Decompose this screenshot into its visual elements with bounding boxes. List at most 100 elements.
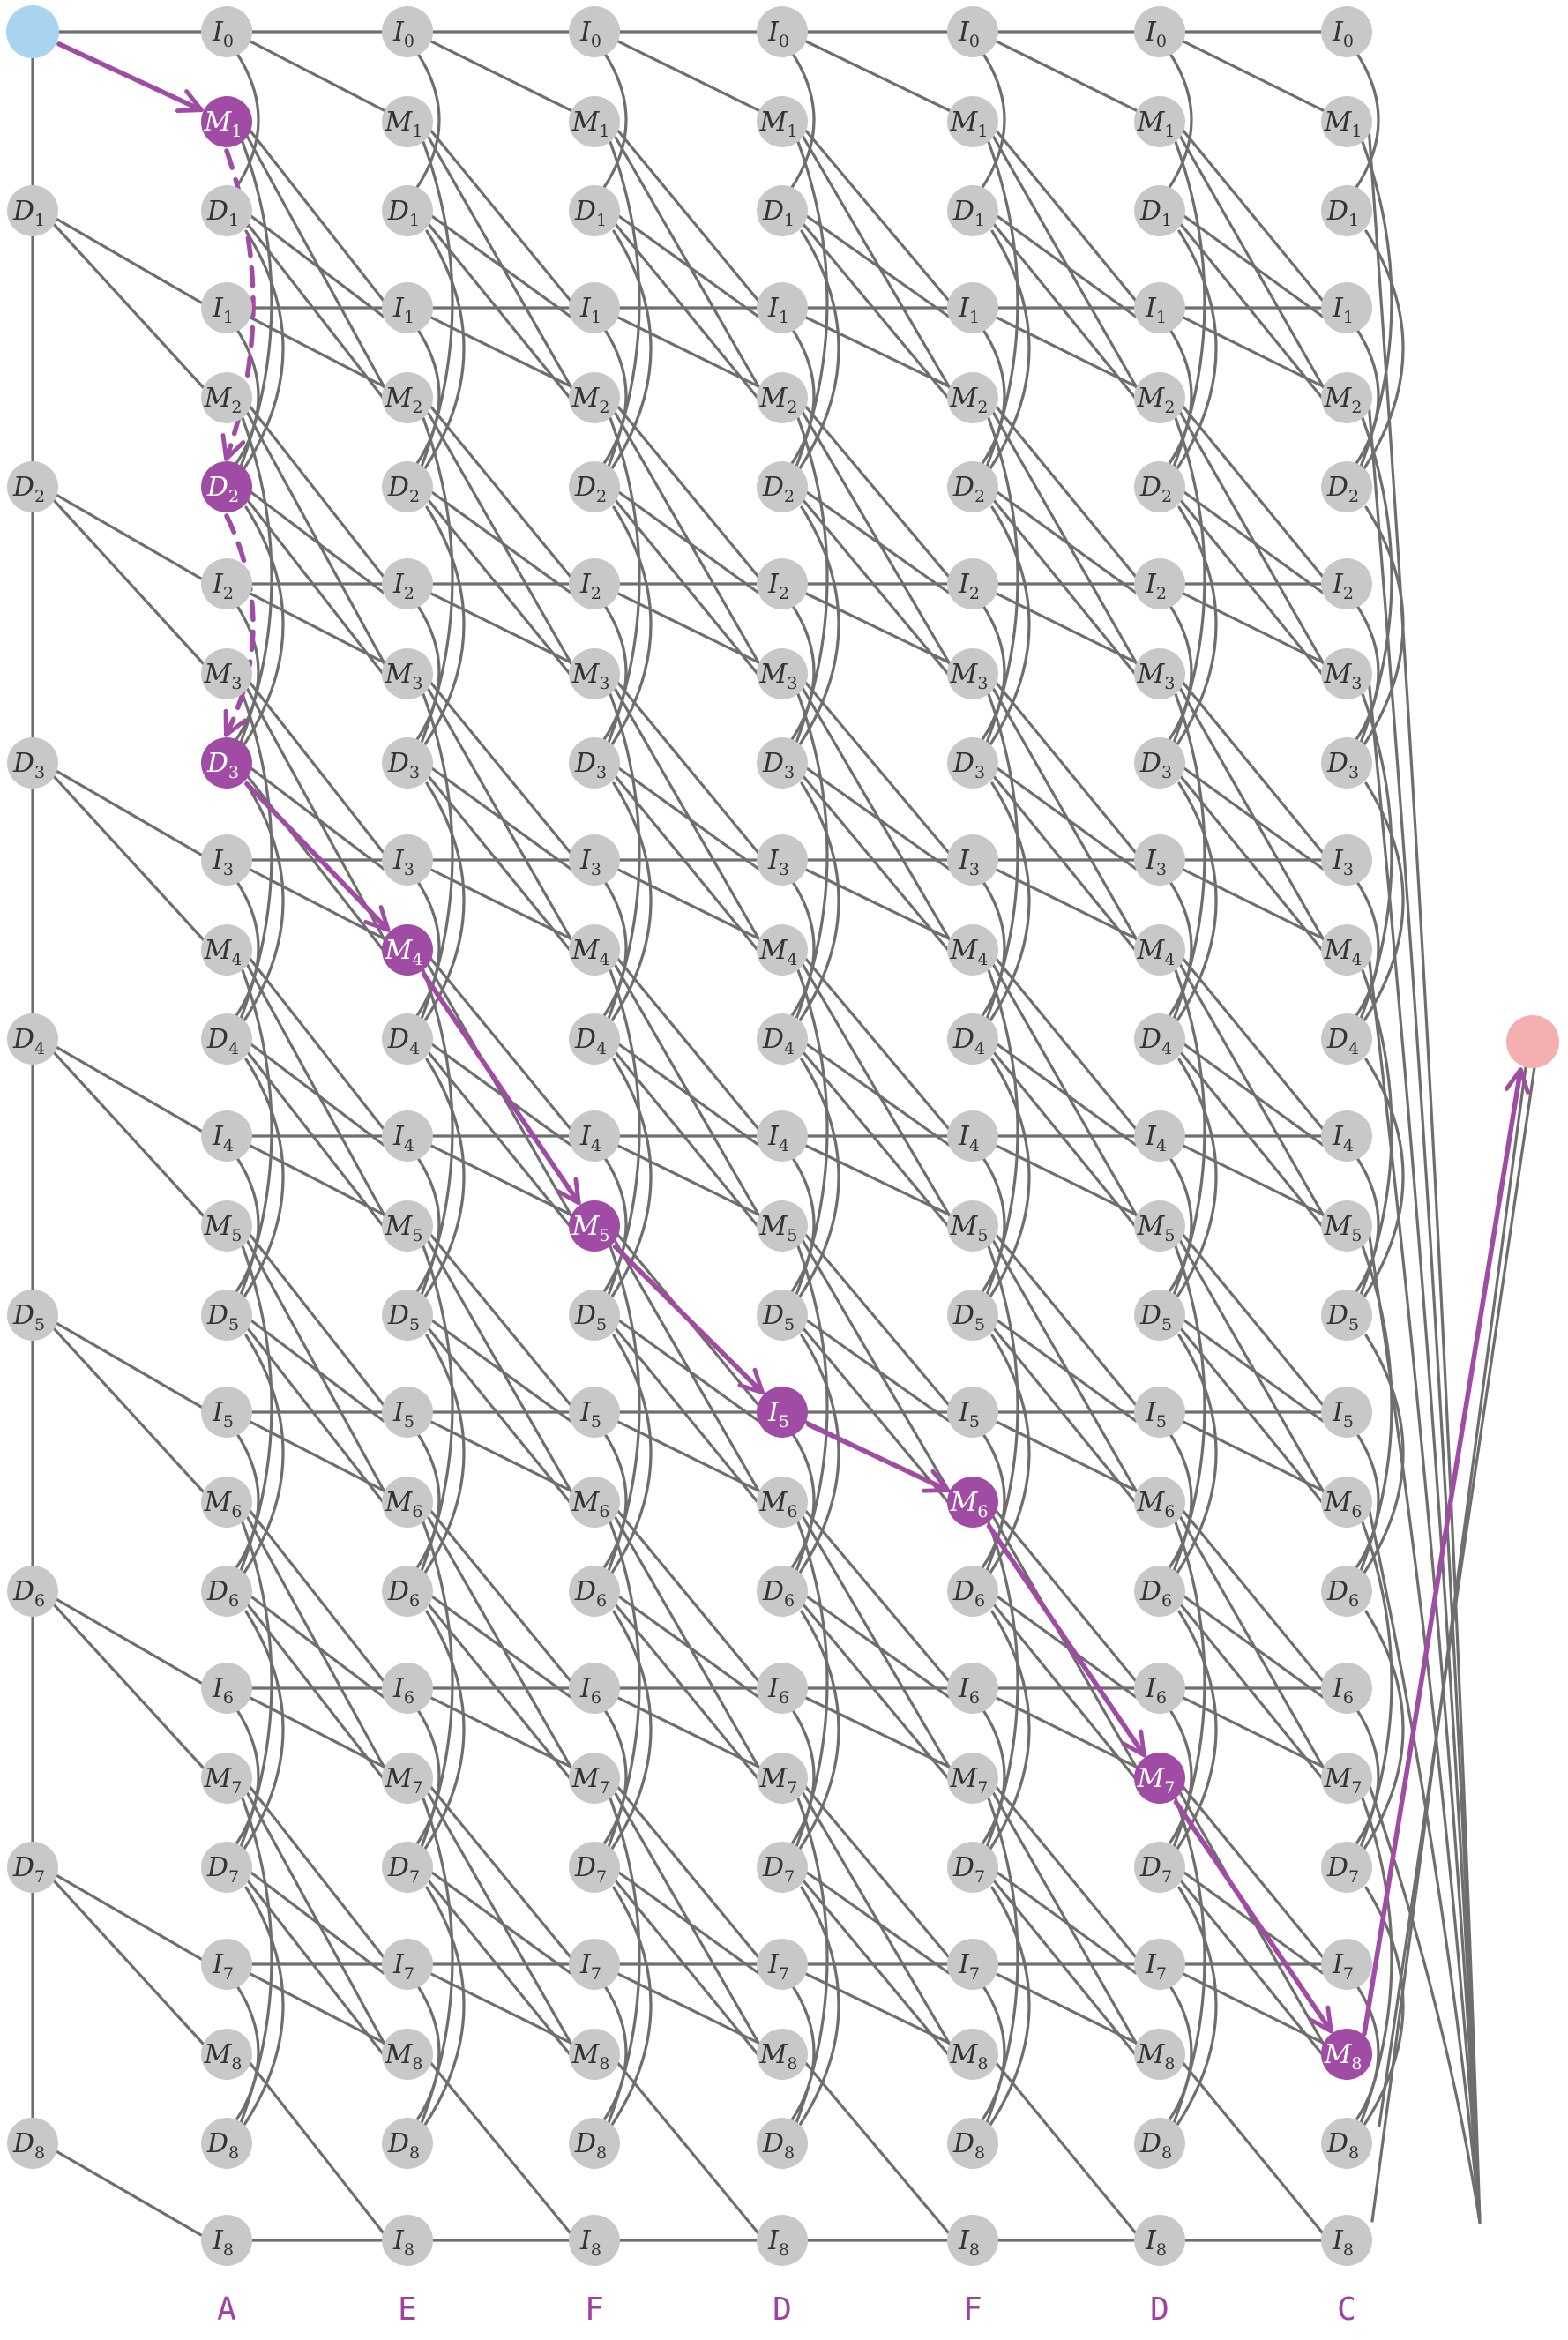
node-col6-i6: I6 xyxy=(1321,1663,1372,1714)
node-col1-i4: I4 xyxy=(382,1110,433,1162)
node-circle xyxy=(1134,1939,1185,1990)
node-circle xyxy=(201,2029,252,2080)
node-col0-m3: M3 xyxy=(201,648,252,699)
edge-d-to-i xyxy=(803,1317,951,1423)
edge-d-to-i xyxy=(428,765,572,871)
node-circle xyxy=(382,924,433,976)
node-col6-m6: M6 xyxy=(1321,1477,1372,1528)
node-circle xyxy=(947,1939,998,1990)
end-node xyxy=(1506,1015,1559,1068)
node-label: I0 xyxy=(958,17,980,51)
edge-m-to-m xyxy=(613,1238,764,1499)
node-label: I1 xyxy=(392,293,414,327)
node-label: M8 xyxy=(759,2039,798,2074)
node-label: I2 xyxy=(1145,569,1167,603)
edge-d-to-i xyxy=(1180,1041,1325,1147)
node-col3-i1: I1 xyxy=(757,282,808,333)
node-label: D4 xyxy=(206,1024,239,1058)
edge-m-to-m xyxy=(245,1514,389,1775)
edge-d-to-m xyxy=(426,774,576,957)
node-label: M6 xyxy=(950,1487,989,1521)
node-circle xyxy=(757,96,808,147)
node-label: D7 xyxy=(762,1852,795,1887)
node-col5-i4: I4 xyxy=(1134,1110,1185,1162)
node-circle xyxy=(382,1110,433,1162)
node-col4-d8: D8 xyxy=(947,2118,998,2169)
node-col0-i2: I2 xyxy=(201,558,252,609)
node-col2-d3: D3 xyxy=(569,737,620,789)
edge-d-to-m xyxy=(801,497,954,681)
edge-d-to-i xyxy=(1180,213,1325,318)
node-circle xyxy=(947,372,998,423)
node-col4-m2: M2 xyxy=(947,372,998,423)
node-col4-i2: I2 xyxy=(947,558,998,609)
node-circle xyxy=(947,2029,998,2080)
node-label: I2 xyxy=(1332,569,1354,603)
edge-i-to-d xyxy=(601,52,628,191)
node-circle xyxy=(1134,96,1185,147)
edge-m-to-d xyxy=(239,1245,273,1573)
node-label: M2 xyxy=(950,383,989,417)
node-circle xyxy=(569,96,620,147)
node-circle xyxy=(382,1842,433,1893)
node-col0-i5: I5 xyxy=(201,1387,252,1438)
edge-d-to-d xyxy=(989,781,1031,1022)
edge-d-to-i xyxy=(1180,489,1325,594)
path-edge-3 xyxy=(223,513,256,737)
node-col5-m8: M8 xyxy=(1134,2029,1185,2080)
node-label: D1 xyxy=(762,196,795,230)
edge-d-to-i xyxy=(247,765,385,871)
node-label: I7 xyxy=(1332,1949,1354,1984)
edge-m-to-m xyxy=(801,686,954,946)
node-label: D8 xyxy=(574,2128,607,2163)
node-col1-d5: D5 xyxy=(382,1290,433,1341)
node-label: D4 xyxy=(1326,1024,1359,1058)
node-circle xyxy=(1321,648,1372,699)
edge-d-to-i xyxy=(247,489,385,594)
node-circle xyxy=(569,1013,620,1065)
node-col5-m2: M2 xyxy=(1134,372,1185,423)
node-circle xyxy=(947,1842,998,1893)
edge-d-to-i xyxy=(615,1593,760,1699)
node-circle xyxy=(201,924,252,976)
edge-i-to-m xyxy=(428,39,574,113)
node-col0-m5: M5 xyxy=(201,1200,252,1252)
node-col4-m6: M6 xyxy=(947,1477,998,1528)
node-col4-i6: I6 xyxy=(947,1663,998,1714)
node-circle xyxy=(7,1013,58,1065)
node-col1-d2: D2 xyxy=(382,461,433,512)
edge-m-to-m xyxy=(801,1238,954,1499)
edge-m-to-m xyxy=(1178,134,1328,394)
node-circle xyxy=(569,834,620,886)
node-label: M5 xyxy=(950,1211,989,1245)
edge-m-to-i xyxy=(247,679,385,855)
node-circle xyxy=(1321,1939,1372,1990)
edge-d-to-d xyxy=(423,505,466,746)
edge-d-to-m xyxy=(801,1602,954,1785)
edge-d-to-d xyxy=(243,229,285,470)
node-circle xyxy=(757,1110,808,1162)
node-col1-d1: D1 xyxy=(382,185,433,236)
node-circle xyxy=(1134,834,1185,886)
edge-m-to-i xyxy=(428,1231,572,1407)
node-circle xyxy=(947,96,998,147)
node-circle xyxy=(382,1663,433,1714)
node-circle xyxy=(7,1566,58,1617)
node-col3-d6: D6 xyxy=(757,1566,808,1617)
node-col4-m7: M7 xyxy=(947,1753,998,1804)
node-circle xyxy=(757,1200,808,1252)
edge-m-to-i xyxy=(428,2060,572,2235)
node-circle xyxy=(201,282,252,333)
node-label: I3 xyxy=(1332,845,1354,879)
node-col3-m2: M2 xyxy=(757,372,808,423)
edge-i-to-d xyxy=(601,1985,628,2123)
node-label: M4 xyxy=(385,935,423,969)
edge-d-to-d xyxy=(243,781,285,1022)
node-label: D3 xyxy=(1139,748,1172,782)
node-circle xyxy=(1134,558,1185,609)
node-label: D5 xyxy=(387,1300,420,1334)
edge-d-to-i xyxy=(53,1044,203,1133)
node-label: D2 xyxy=(206,472,239,506)
edge-i-to-m xyxy=(993,867,1139,941)
edge-m-to-d xyxy=(1172,968,1206,1297)
